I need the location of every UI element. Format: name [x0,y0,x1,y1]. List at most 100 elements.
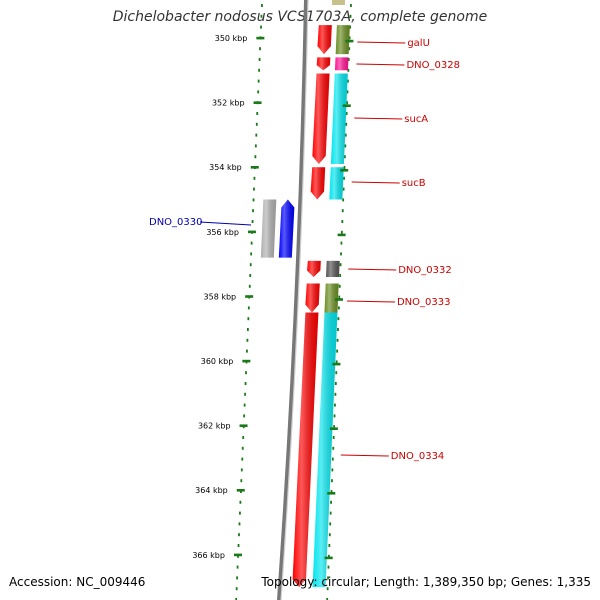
tick-dot [340,230,343,234]
tick-mark-right [335,298,344,301]
tick-dot [251,220,254,223]
gene-label-dno-0330: DNO_0330 [149,217,203,228]
accession-text: Accession: NC_009446 [9,575,146,589]
tick-dot [260,14,263,18]
tick-mark [253,101,262,104]
tick-dot [346,90,349,94]
tick-dot [331,468,334,472]
ticks-layer: 350 kbp 352 kbp 354 kbp 356 kbp 358 kbp 360 k… [192,34,354,560]
cog-block-shade-dno-0332 [325,260,340,278]
tick-dot [240,479,243,483]
tick-dot [350,4,352,7]
tick-dot [338,284,341,288]
tick-mark [236,489,245,492]
tick-mark-right [337,233,346,237]
leader-line-dno-0333 [346,300,395,303]
tick-dot [261,4,263,7]
leader-line-dno-0328 [356,63,405,66]
tick-dot [347,79,349,83]
backbone-layer [277,0,309,600]
tick-label: 352 kbp [212,99,245,108]
tick-dot [331,457,334,461]
tick-label: 364 kbp [195,486,228,495]
leader-line-suca [354,117,403,120]
backbone-highlight [280,0,309,600]
cog-block-shade-dno-0334 [312,312,338,588]
tick-dot [334,382,337,385]
tick-dot [337,328,339,331]
tick-dot [346,101,348,105]
gene-label-sucb: sucB [402,178,426,189]
tick-dot [342,187,345,191]
tick-dot [258,58,261,61]
tick-dots-layer [235,4,352,600]
tick-dot [332,446,335,450]
tick-mark-right [340,169,349,172]
gene-labels-layer: galU DNO_0328 sucA sucB DNO_0330 DNO_0332 DNO_… [149,38,460,462]
tick-dot [241,446,244,450]
tick-mark-right [345,39,354,43]
tick-mark-right [327,492,336,495]
tick-mark [250,166,259,169]
tick-mark-right [324,556,333,560]
tick-dot [255,133,258,137]
tick-dot [249,274,252,277]
tick-mark [239,424,248,427]
gene-arrow-shade-galu [317,25,332,55]
tick-dot [235,587,238,591]
gene-arrow-shade-dno-0330 [278,199,295,258]
gene-arrow-shade-suca [312,73,330,164]
tick-dot [253,187,255,191]
tick-mark [247,230,256,234]
tick-dot [329,511,332,515]
gene-label-suca: sucA [404,114,428,125]
tick-mark [242,359,251,363]
tick-dot [255,122,258,126]
tick-dot [334,392,337,396]
leader-line-sucb [351,181,400,184]
tick-dot [349,25,351,29]
cog-fragment-top [332,0,345,5]
tick-dot [250,252,253,256]
leader-line-galu [357,41,406,44]
tick-dot [259,47,261,51]
tick-dot [248,284,251,288]
tick-label: 358 kbp [204,292,237,301]
tick-dot [331,479,333,483]
tick-dot [333,425,335,429]
tick-dot [236,576,239,580]
tick-dot [327,576,329,580]
tick-dot [336,349,339,353]
tick-dot [333,414,336,418]
tick-dot [345,112,348,115]
tick-dot [341,209,344,213]
tick-dot [239,511,241,515]
tick-dot [349,14,352,18]
tick-dot [328,544,331,547]
tick-dot [253,176,256,180]
gene-label-galu: galU [407,38,430,49]
tick-mark [245,295,254,298]
tick-dot [237,544,240,547]
tick-dot [240,468,243,472]
tick-dot [345,122,348,126]
tick-dot [236,565,239,569]
leader-line-dno-0334 [340,454,389,457]
tick-dot [335,371,338,375]
gene-arrow-shade-dno-0332 [307,260,321,278]
cog-block-shade-dno-0330 [260,199,277,258]
tick-dot [328,554,330,558]
tick-dot [247,317,250,321]
tick-dot [243,403,246,407]
tick-dot [327,565,330,569]
tick-label: 356 kbp [206,228,239,237]
tick-dot [340,241,343,245]
tick-dot [238,522,241,526]
tick-dot [246,338,249,342]
tick-dot [244,392,246,396]
backbone-line [277,0,308,600]
gene-arrow-shade-dno-0328 [316,57,331,71]
tick-dot [239,500,242,504]
tick-mark-right [329,427,338,430]
